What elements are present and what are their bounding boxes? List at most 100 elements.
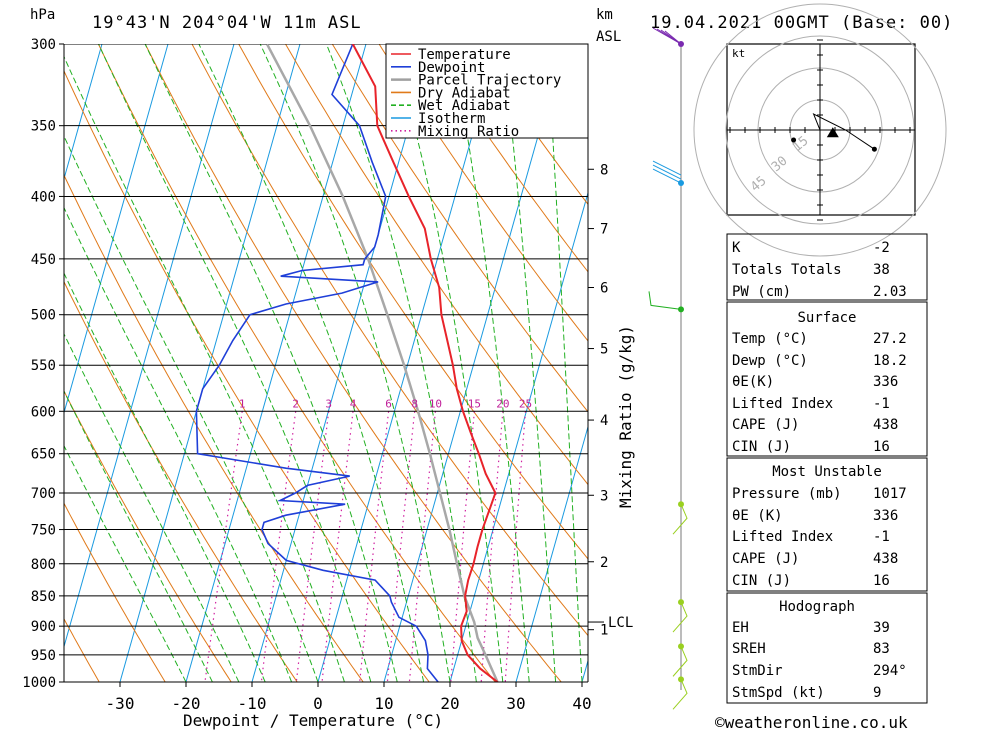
height-unit-km: km — [596, 7, 613, 23]
isotherm-lines — [0, 44, 828, 682]
pressure-tick-label: 850 — [31, 589, 56, 605]
surface-li-value: -1 — [873, 396, 890, 412]
wind-barb-line — [673, 679, 687, 709]
mixing-ratio-axis-title: Mixing Ratio (g/kg) — [616, 325, 635, 508]
eh-value: 39 — [873, 620, 890, 636]
temperature-tick-label: 20 — [440, 694, 459, 713]
surface-cin-label: CIN (J) — [732, 439, 791, 455]
surface-cin-value: 16 — [873, 439, 890, 455]
mu-pressure-label: Pressure (mb) — [732, 486, 842, 502]
lcl-label: LCL — [608, 615, 633, 631]
temperature-tick-label: 30 — [506, 694, 525, 713]
pressure-tick-label: 400 — [31, 189, 56, 205]
pressure-tick-label: 500 — [31, 308, 56, 324]
wind-barb-line — [673, 646, 687, 676]
mu-cape-label: CAPE (J) — [732, 551, 799, 567]
index-pw-label: PW (cm) — [732, 284, 791, 300]
surface-cape-label: CAPE (J) — [732, 417, 799, 433]
wind-barb — [673, 679, 687, 709]
wind-barb-line — [649, 291, 681, 309]
height-unit-asl: ASL — [596, 29, 621, 45]
credit-label: ©weatheronline.co.uk — [715, 713, 908, 732]
pressure-tick-label: 600 — [31, 404, 56, 420]
dry-adiabat-line — [940, 44, 1000, 682]
surface-cape-value: 438 — [873, 417, 898, 433]
wind-barb-line — [673, 504, 687, 534]
pressure-tick-label: 700 — [31, 486, 56, 502]
isotherm-line — [0, 44, 168, 682]
surface-table: Surface Temp (°C) 27.2 Dewp (°C) 18.2 θE… — [727, 302, 927, 456]
index-tt-label: Totals Totals — [732, 262, 842, 278]
hodograph-table-title: Hodograph — [779, 599, 855, 615]
mixing-ratio-line — [387, 411, 414, 682]
wind-barb-line — [653, 165, 681, 179]
mixing-ratio-label: 4 — [350, 397, 357, 410]
mixing-ratio-line — [296, 411, 328, 682]
pressure-tick-label: 650 — [31, 447, 56, 463]
sreh-label: SREH — [732, 641, 766, 657]
pressure-tick-label: 350 — [31, 119, 56, 135]
surface-temp-label: Temp (°C) — [732, 331, 808, 347]
mu-cape-value: 438 — [873, 551, 898, 567]
pressure-unit-label: hPa — [30, 7, 55, 23]
hodograph-point — [791, 138, 796, 143]
height-tick-label: 3 — [600, 488, 608, 504]
mu-thetae-value: 336 — [873, 508, 898, 524]
dry-adiabat-line — [5, 44, 363, 682]
stmspd-label: StmSpd (kt) — [732, 685, 825, 701]
sreh-value: 83 — [873, 641, 890, 657]
mixing-ratio-label: 8 — [411, 397, 418, 410]
wet-adiabat-line — [0, 162, 186, 682]
mixing-ratio-line — [322, 411, 353, 682]
index-k-value: -2 — [873, 240, 890, 256]
mixing-ratio-label: 1 — [239, 397, 246, 410]
pressure-tick-label: 450 — [31, 252, 56, 268]
temperature-tick-label: 40 — [572, 694, 591, 713]
mixing-ratio-label: 15 — [468, 397, 481, 410]
wet-adiabat-line — [547, 44, 582, 682]
surface-title: Surface — [797, 310, 856, 326]
hodograph-unit: kt — [732, 47, 745, 60]
height-tick-label: 6 — [600, 281, 608, 297]
wind-barb — [673, 602, 687, 632]
pressure-axis: 3003504004505005506006507007508008509009… — [22, 37, 64, 691]
mixing-ratio-label: 20 — [496, 397, 509, 410]
stmdir-value: 294° — [873, 663, 907, 679]
mu-pressure-value: 1017 — [873, 486, 907, 502]
surface-li-label: Lifted Index — [732, 396, 833, 412]
pressure-tick-label: 950 — [31, 648, 56, 664]
wind-barb — [649, 291, 681, 309]
mu-cin-label: CIN (J) — [732, 573, 791, 589]
isotherm-line — [516, 44, 696, 682]
most-unstable-table: Most Unstable Pressure (mb) 1017 θE (K) … — [727, 458, 927, 591]
hodograph-point — [872, 147, 877, 152]
mu-thetae-label: θE (K) — [732, 508, 783, 524]
pressure-tick-label: 900 — [31, 619, 56, 635]
wind-barb — [673, 504, 687, 534]
pressure-tick-label: 550 — [31, 358, 56, 374]
pressure-tick-label: 300 — [31, 37, 56, 53]
datetime-label: 19.04.2021 00GMT (Base: 00) — [650, 13, 953, 33]
surface-dewp-value: 18.2 — [873, 353, 907, 369]
wet-adiabat-line — [58, 44, 344, 682]
mixing-ratio-label: 3 — [325, 397, 332, 410]
surface-temp-value: 27.2 — [873, 331, 907, 347]
mu-cin-value: 16 — [873, 573, 890, 589]
stmdir-label: StmDir — [732, 663, 783, 679]
index-k-label: K — [732, 240, 741, 256]
indices-table: K -2 Totals Totals 38 PW (cm) 2.03 — [727, 234, 927, 300]
mixing-ratio-line — [481, 411, 503, 682]
height-tick-label: 8 — [600, 162, 608, 178]
hodograph-table: Hodograph EH 39 SREH 83 StmDir 294° StmS… — [727, 593, 927, 703]
mu-li-label: Lifted Index — [732, 529, 833, 545]
surface-dewp-label: Dewp (°C) — [732, 353, 808, 369]
surface-thetae-value: 336 — [873, 374, 898, 390]
height-tick-label: 5 — [600, 342, 608, 358]
mu-li-value: -1 — [873, 529, 890, 545]
wind-barb — [653, 161, 681, 183]
x-axis-title: Dewpoint / Temperature (°C) — [183, 711, 443, 730]
mixing-ratio-line — [360, 411, 389, 682]
